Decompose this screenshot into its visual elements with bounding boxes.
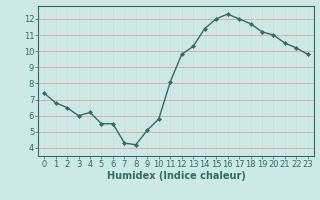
X-axis label: Humidex (Indice chaleur): Humidex (Indice chaleur): [107, 171, 245, 181]
